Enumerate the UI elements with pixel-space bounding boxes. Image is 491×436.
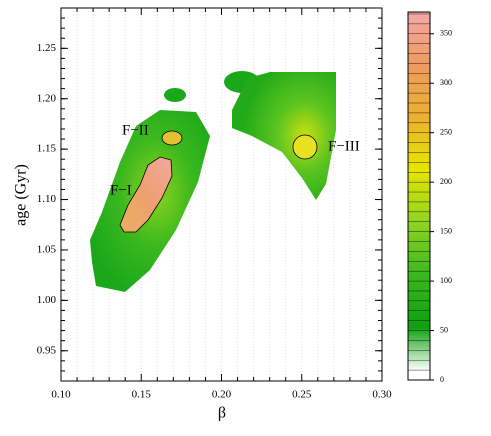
- colorbar-tick-label: 300: [440, 78, 452, 87]
- annotation: F−I: [110, 182, 132, 198]
- y-tick-label: 1.20: [37, 92, 57, 104]
- density-region: [164, 88, 186, 102]
- y-tick-label: 1.15: [37, 143, 57, 155]
- density-region: [232, 72, 336, 200]
- colorbar-tick-label: 350: [440, 29, 452, 38]
- grid: [60, 8, 367, 381]
- y-tick-label: 1.00: [37, 294, 57, 306]
- colorbar-tick-label: 250: [440, 128, 452, 137]
- contour-f1: [119, 156, 173, 233]
- y-axis-label: age (Gyr): [13, 164, 30, 226]
- x-tick-label: 0.20: [212, 389, 232, 401]
- density-field: [90, 71, 336, 292]
- x-axis-label: β: [218, 405, 226, 422]
- x-tick-label: 0.10: [51, 389, 71, 401]
- contour-f2: [161, 130, 183, 146]
- contour-f3: [292, 134, 318, 160]
- x-tick-label: 0.15: [132, 389, 152, 401]
- annotation: F−II: [122, 122, 149, 138]
- y-tick-label: 1.05: [37, 243, 57, 255]
- y-tick-label: 0.95: [37, 344, 57, 356]
- y-tick-label: 1.25: [37, 42, 57, 54]
- colorbar-tick-label: 50: [440, 325, 448, 334]
- y-tick-label: 1.10: [37, 193, 57, 205]
- colorbar-tick-label: 150: [440, 226, 452, 235]
- annotation: F−III: [328, 138, 360, 154]
- colorbar-tick-label: 100: [440, 276, 452, 285]
- colorbar-tick-label: 200: [440, 177, 452, 186]
- colorbar: [407, 11, 431, 381]
- colorbar-tick-label: 0: [440, 375, 444, 384]
- x-tick-label: 0.25: [292, 389, 312, 401]
- x-tick-label: 0.30: [372, 389, 392, 401]
